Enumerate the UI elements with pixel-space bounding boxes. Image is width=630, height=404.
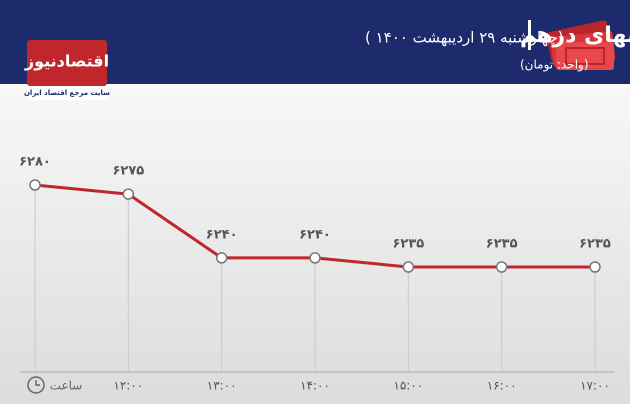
x-tick-label: ۱۷:۰۰ (580, 379, 610, 393)
point (495, 261, 508, 273)
point (29, 179, 41, 191)
clock-icon (27, 376, 45, 394)
x-tick-label: ۱۳:۰۰ (207, 379, 237, 393)
data-label: ۶۲۳۵ (486, 237, 518, 252)
logo-box (27, 40, 107, 86)
chart-title: روند بهای درهم (520, 23, 630, 48)
data-label: ۶۲۸۰ (19, 155, 51, 170)
logo-tagline-box (27, 86, 107, 100)
x-tick-label: ۱۲:۰۰ (113, 379, 143, 393)
logo-tagline: سایت مرجع اقتصاد ایران (24, 89, 110, 97)
point (402, 261, 415, 273)
data-label: ۶۲۳۵ (392, 237, 424, 252)
point (309, 252, 321, 264)
logo-text: اقتصادنیوز (24, 52, 109, 71)
data-label: ۶۲۴۰ (299, 227, 331, 242)
unit-label: (واحد: تومان) (520, 58, 589, 73)
data-label: ۶۲۴۰ (206, 227, 238, 242)
point (589, 261, 601, 273)
x-tick-label: ۱۶:۰۰ (487, 379, 517, 393)
point (122, 188, 135, 200)
chart-subtitle: (چهارشنبه ۲۹ اردیبهشت ۱۴۰۰ ) (365, 29, 564, 47)
x-tick-label: ۱۵:۰۰ (393, 379, 423, 393)
x-tick-label: ۱۴:۰۰ (300, 379, 330, 393)
money-icon (546, 20, 616, 70)
point (215, 252, 228, 264)
title-bar (528, 20, 531, 50)
x-axis-label: ساعت (50, 379, 83, 393)
data-label: ۶۲۳۵ (579, 237, 611, 252)
data-label: ۶۲۷۵ (112, 164, 144, 179)
